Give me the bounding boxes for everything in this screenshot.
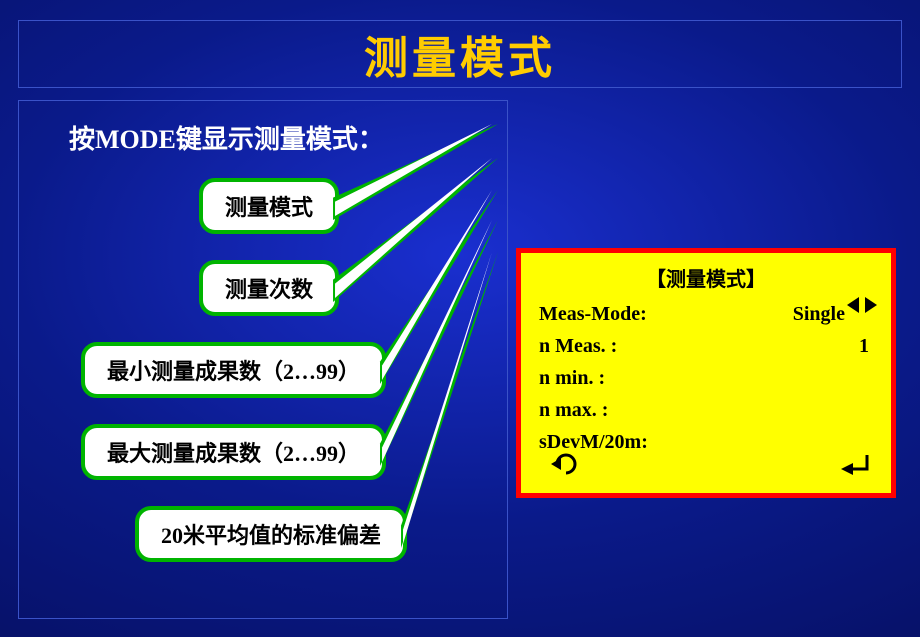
enter-icon[interactable]	[841, 451, 871, 483]
title-bar: 测量模式	[18, 20, 902, 88]
device-row-value: 1	[674, 335, 873, 358]
callout-area: 测量模式测量次数最小测量成果数（2…99） 最大测量成果数（2…99） 20米平均值…	[37, 178, 489, 637]
device-row-value: Single	[674, 303, 873, 326]
device-row-label: n Meas. :	[539, 335, 674, 358]
device-row-label: n min. :	[539, 367, 674, 390]
back-icon[interactable]	[551, 451, 581, 483]
device-row: n max. :	[539, 394, 873, 426]
subtitle: 按MODE键显示测量模式：	[69, 119, 489, 156]
device-row: n min. :	[539, 362, 873, 394]
page-title: 测量模式	[364, 22, 556, 86]
left-right-arrows-icon[interactable]	[847, 295, 877, 315]
device-row-label: n max. :	[539, 399, 674, 422]
device-row-label: Meas-Mode:	[539, 303, 674, 326]
callout-bubble: 最小测量成果数（2…99）	[81, 342, 386, 398]
device-row: Meas-Mode:Single	[539, 298, 873, 330]
callout-bubble: 20米平均值的标准偏差	[135, 506, 407, 562]
device-row: n Meas. :1	[539, 330, 873, 362]
callout-bubble: 最大测量成果数（2…99）	[81, 424, 386, 480]
content-frame: 按MODE键显示测量模式： 测量模式测量次数最小测量成果数（2…99） 最大测量成…	[18, 100, 508, 619]
callout-bubble: 测量模式	[199, 178, 339, 234]
device-panel: 【测量模式】 Meas-Mode:Singlen Meas. :1n min. …	[516, 248, 896, 498]
device-title: 【测量模式】	[539, 263, 873, 292]
callout-bubble: 测量次数	[199, 260, 339, 316]
